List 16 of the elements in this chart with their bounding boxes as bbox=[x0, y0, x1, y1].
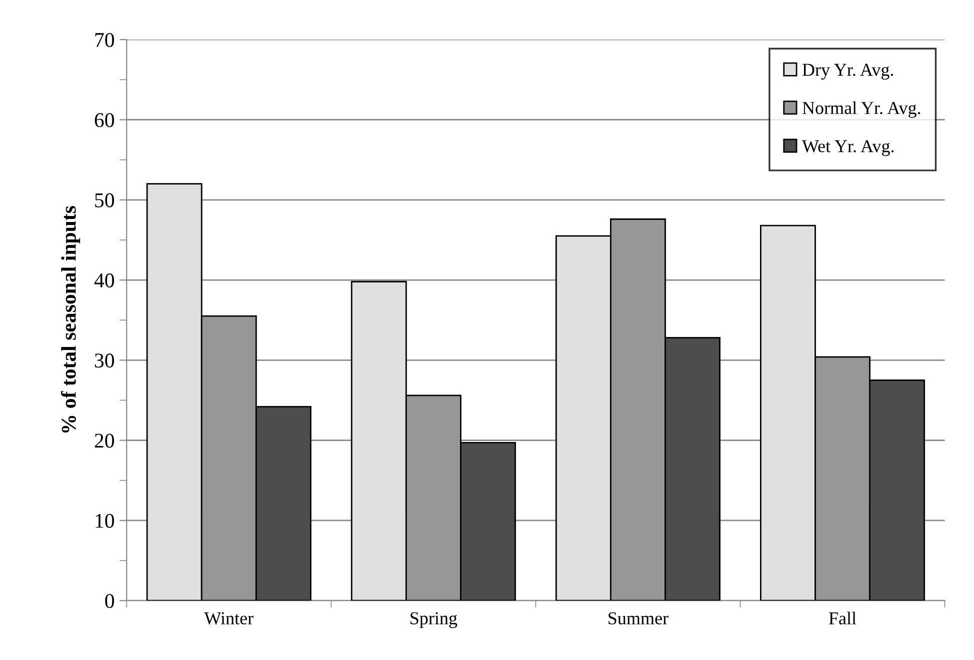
y-tick-label: 30 bbox=[94, 354, 114, 368]
y-tick-label: 40 bbox=[94, 273, 114, 288]
y-tick-label: 20 bbox=[94, 434, 114, 448]
legend-label: Dry Yr. Avg. bbox=[802, 64, 894, 80]
y-tick-label: 50 bbox=[95, 193, 114, 208]
y-tick-label: 70 bbox=[95, 32, 114, 48]
x-tick-label: Summer bbox=[608, 612, 668, 624]
x-tick-label: Fall bbox=[828, 612, 856, 624]
x-tick-label: Winter bbox=[204, 612, 254, 625]
y-tick-label: 0 bbox=[105, 594, 114, 608]
y-axis-title: % of total seasonal inputs bbox=[60, 206, 80, 433]
legend-label: Wet Yr. Avg. bbox=[802, 140, 894, 156]
x-tick-label: Spring bbox=[410, 612, 458, 628]
legend-label: Normal Yr. Avg. bbox=[802, 101, 920, 118]
y-tick-label: 60 bbox=[94, 113, 114, 128]
y-tick-label: 10 bbox=[96, 514, 114, 528]
